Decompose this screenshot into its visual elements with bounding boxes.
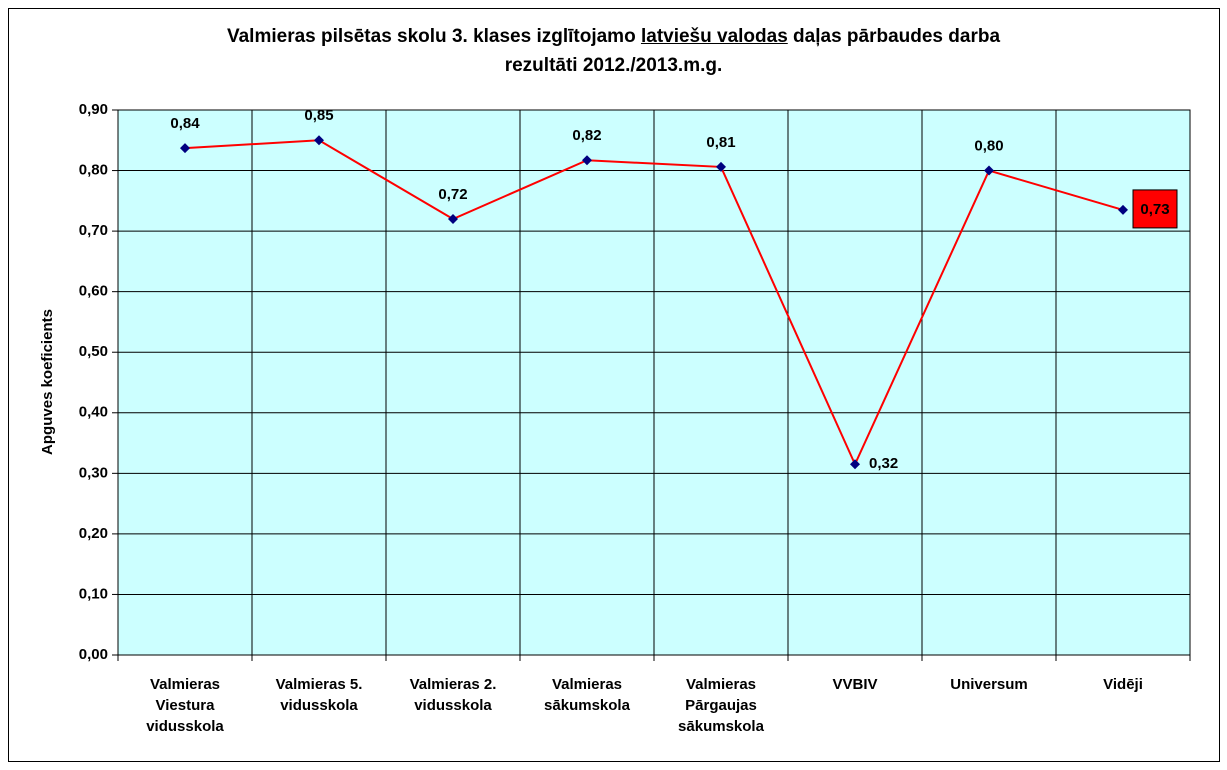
x-tick-label: Valmieras 2. vidusskola <box>409 676 497 714</box>
x-tick-label: Universum <box>950 676 1028 693</box>
chart-frame <box>8 8 1220 762</box>
marker <box>448 214 458 224</box>
marker <box>1118 204 1128 215</box>
y-tick-label: 0,80 <box>79 162 108 179</box>
y-tick-label: 0,70 <box>79 222 108 239</box>
y-tick-label: 0,30 <box>79 464 108 481</box>
x-tick-label: Valmieras Viestura vidusskola <box>146 676 224 735</box>
data-label: 0,81 <box>706 134 735 151</box>
marker <box>850 459 860 470</box>
y-tick-label: 0,10 <box>79 585 108 602</box>
y-tick-label: 0,90 <box>79 101 108 118</box>
marker <box>716 161 726 172</box>
marker <box>180 143 190 154</box>
y-axis-label: Apguves koeficients <box>39 309 56 455</box>
x-tick-label: VVBIV <box>832 676 878 693</box>
marker <box>582 155 592 166</box>
marker <box>984 165 994 176</box>
x-tick-label: Valmieras 5. vidusskola <box>275 676 363 714</box>
marker <box>314 135 324 146</box>
line <box>184 139 1124 467</box>
y-tick-label: 0,20 <box>79 525 108 542</box>
y-tick-label: 0,00 <box>79 646 108 663</box>
y-tick-label: 0,40 <box>79 404 108 421</box>
data-label: 0,84 <box>170 115 200 132</box>
x-tick-label: Valmieras Pārgaujas sākumskola <box>678 676 764 735</box>
chart-title: Valmieras pilsētas skolu 3. klases izglī… <box>0 22 1227 80</box>
data-label: 0,85 <box>304 107 333 124</box>
data-label: 0,72 <box>438 186 467 203</box>
x-tick-label: Vidēji <box>1103 676 1143 693</box>
y-tick-label: 0,60 <box>79 283 108 300</box>
title-part: Valmieras pilsētas skolu 3. klases izglī… <box>226 26 641 47</box>
y-tick-label: 0,50 <box>79 343 108 360</box>
highlight-box <box>1132 189 1178 229</box>
data-label: 0,32 <box>869 455 898 472</box>
title-part: latviešu valodas <box>640 26 788 47</box>
x-tick-label: Valmieras sākumskola <box>544 676 630 714</box>
data-label: 0,82 <box>572 127 601 144</box>
title-part: rezultāti 2012./2013.m.g. <box>504 55 723 76</box>
data-label: 0,73 <box>1140 201 1169 218</box>
data-label: 0,80 <box>974 138 1003 155</box>
title-part: daļas pārbaudes darba <box>787 26 1001 47</box>
